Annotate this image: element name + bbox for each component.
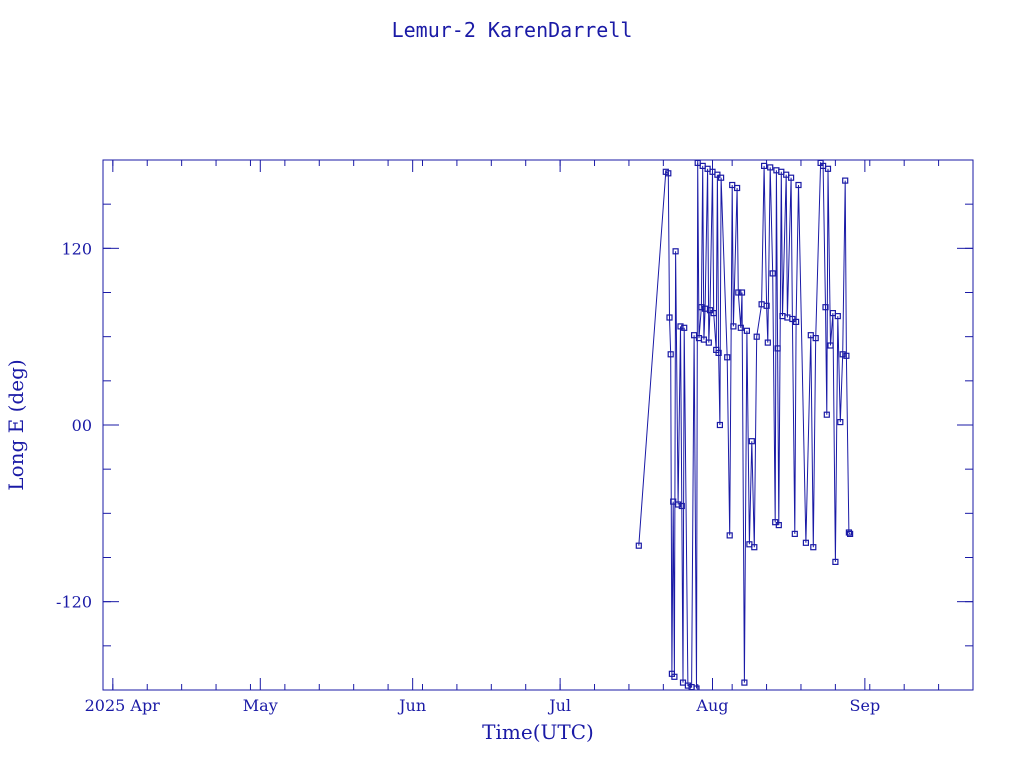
data-point (677, 323, 684, 330)
data-point (705, 339, 712, 346)
y-tick-label: 00 (72, 416, 92, 435)
data-point (724, 354, 731, 361)
data-point (764, 339, 771, 346)
data-point (748, 438, 755, 445)
data-point (635, 542, 642, 549)
data-point (822, 304, 829, 311)
data-point (671, 673, 678, 680)
data-point (839, 351, 846, 358)
data-point (698, 304, 705, 311)
data-point (767, 164, 774, 171)
data-point (667, 351, 674, 358)
data-point (726, 532, 733, 539)
data-point (834, 313, 841, 320)
data-point (666, 314, 673, 321)
data-point (843, 352, 850, 359)
data-point (678, 502, 685, 510)
data-point (717, 174, 725, 181)
data-point (730, 323, 737, 330)
data-point (715, 349, 722, 356)
data-point (832, 558, 839, 566)
data-point (693, 685, 700, 690)
data-point (743, 327, 751, 334)
x-tick-label: Jul (547, 696, 571, 715)
x-tick-label: Aug (695, 696, 728, 715)
y-tick-label: 120 (61, 239, 92, 258)
chart-title: Lemur-2 KarenDarrell (392, 18, 633, 42)
y-tick-label: -120 (56, 593, 92, 612)
plot-area: 2025 Apr May Jun Jul Aug Sep 120 00 -120 (56, 159, 974, 715)
x-axis-label: Time(UTC) (482, 720, 594, 744)
data-point (753, 333, 760, 340)
data-point (733, 184, 741, 192)
data-point (792, 318, 800, 325)
data-point (787, 174, 795, 181)
series-line (638, 161, 851, 689)
data-point (824, 165, 832, 172)
data-point (735, 289, 742, 296)
data-point (681, 324, 688, 331)
data-point (823, 411, 830, 418)
x-tick-label: Jun (397, 696, 426, 715)
data-point (665, 170, 672, 177)
data-point (827, 342, 834, 349)
data-point (774, 345, 781, 352)
data-point (763, 302, 770, 309)
data-point (810, 544, 817, 551)
data-point (845, 529, 853, 536)
data-point (741, 679, 748, 686)
data-point (791, 530, 798, 538)
data-point (846, 530, 854, 538)
data-point (684, 682, 692, 689)
data-point (751, 544, 758, 551)
data-point (738, 289, 746, 296)
x-tick-label: 2025 Apr (85, 696, 161, 715)
y-axis-label: Long E (deg) (4, 359, 28, 490)
data-point (737, 324, 744, 331)
data-point (775, 521, 782, 529)
data-point (812, 335, 819, 342)
data-point (802, 539, 810, 546)
x-tick-label: May (243, 696, 278, 715)
x-tick-label: Sep (850, 696, 881, 715)
data-point (674, 501, 682, 508)
data-point (760, 162, 768, 169)
data-point (795, 181, 802, 189)
data-point (837, 419, 844, 426)
data-point (716, 421, 724, 429)
data-point (842, 177, 849, 184)
data-point (769, 270, 776, 277)
data-point (710, 310, 717, 317)
data-point (672, 248, 679, 255)
